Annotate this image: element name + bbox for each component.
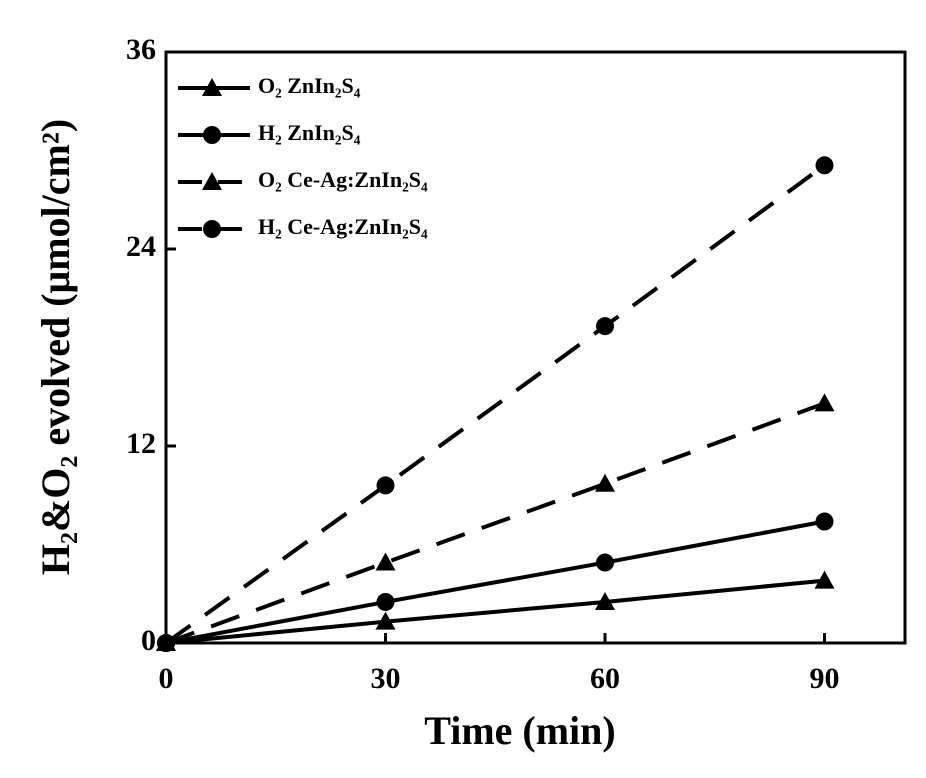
y-axis-label: H₂&O₂ evolved (μmol/cm²): [33, 119, 78, 575]
marker: [377, 476, 395, 494]
legend-marker: [203, 126, 221, 144]
legend-marker: [203, 220, 221, 238]
y-tick-label: 12: [126, 427, 156, 460]
series-line: [166, 581, 825, 643]
x-tick-label: 90: [810, 662, 840, 695]
legend-label: O₂ ZnIn₂S₄: [258, 73, 361, 98]
legend-label: H₂ ZnIn₂S₄: [258, 120, 361, 145]
marker: [815, 393, 835, 411]
y-tick-label: 36: [126, 33, 156, 66]
x-tick-label: 30: [371, 662, 401, 695]
x-axis-label: Time (min): [424, 708, 615, 753]
y-tick-label: 24: [126, 230, 156, 263]
marker: [816, 513, 834, 531]
marker: [595, 474, 615, 492]
series-line: [166, 522, 825, 643]
marker: [157, 634, 175, 652]
legend-label: H₂ Ce-Ag:ZnIn₂S₄: [258, 214, 428, 239]
marker: [377, 593, 395, 611]
marker: [596, 317, 614, 335]
marker: [816, 156, 834, 174]
legend-label: O₂ Ce-Ag:ZnIn₂S₄: [258, 167, 428, 192]
marker: [596, 554, 614, 572]
series-line: [166, 403, 825, 643]
x-tick-label: 0: [159, 662, 174, 695]
y-tick-label: 0: [141, 624, 156, 657]
x-tick-label: 60: [590, 662, 620, 695]
